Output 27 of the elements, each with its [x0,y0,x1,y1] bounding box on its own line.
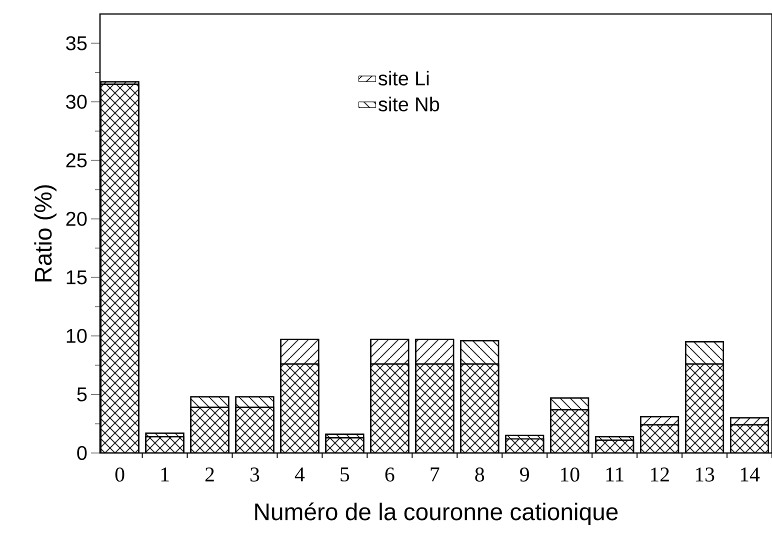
x-tick-label: 6 [385,468,394,482]
x-tick-label: 11 [606,468,624,482]
y-tick-label: 30 [66,94,87,109]
y-tick-label: 35 [66,36,87,50]
x-tick-label: 0 [115,468,124,482]
y-axis-title: Ratio (%) [34,185,56,282]
x-tick-label: 3 [250,468,260,482]
x-tick-label: 14 [740,468,760,482]
legend-label: site Nb [378,96,440,112]
x-tick-label: 9 [520,468,529,482]
x-tick-label: 8 [475,468,484,482]
x-tick-label: 2 [205,468,214,482]
x-tick-label: 7 [430,468,440,482]
y-tick-label: 0 [77,446,87,460]
x-tick-label: 4 [294,468,305,482]
y-tick-label: 10 [66,328,87,343]
x-tick-label: 13 [696,468,714,482]
legend-label: site Li [378,70,429,86]
y-tick-label: 25 [66,153,87,168]
y-tick-label: 20 [66,212,87,226]
y-tick-label: 5 [77,388,87,402]
x-tick-label: 5 [340,468,350,482]
x-axis-title: Numéro de la couronne cationique [255,502,618,526]
y-tick-label: 15 [66,270,87,284]
x-tick-label: 12 [650,468,669,482]
x-tick-label: 10 [560,468,580,482]
x-tick-label: 1 [161,468,169,482]
